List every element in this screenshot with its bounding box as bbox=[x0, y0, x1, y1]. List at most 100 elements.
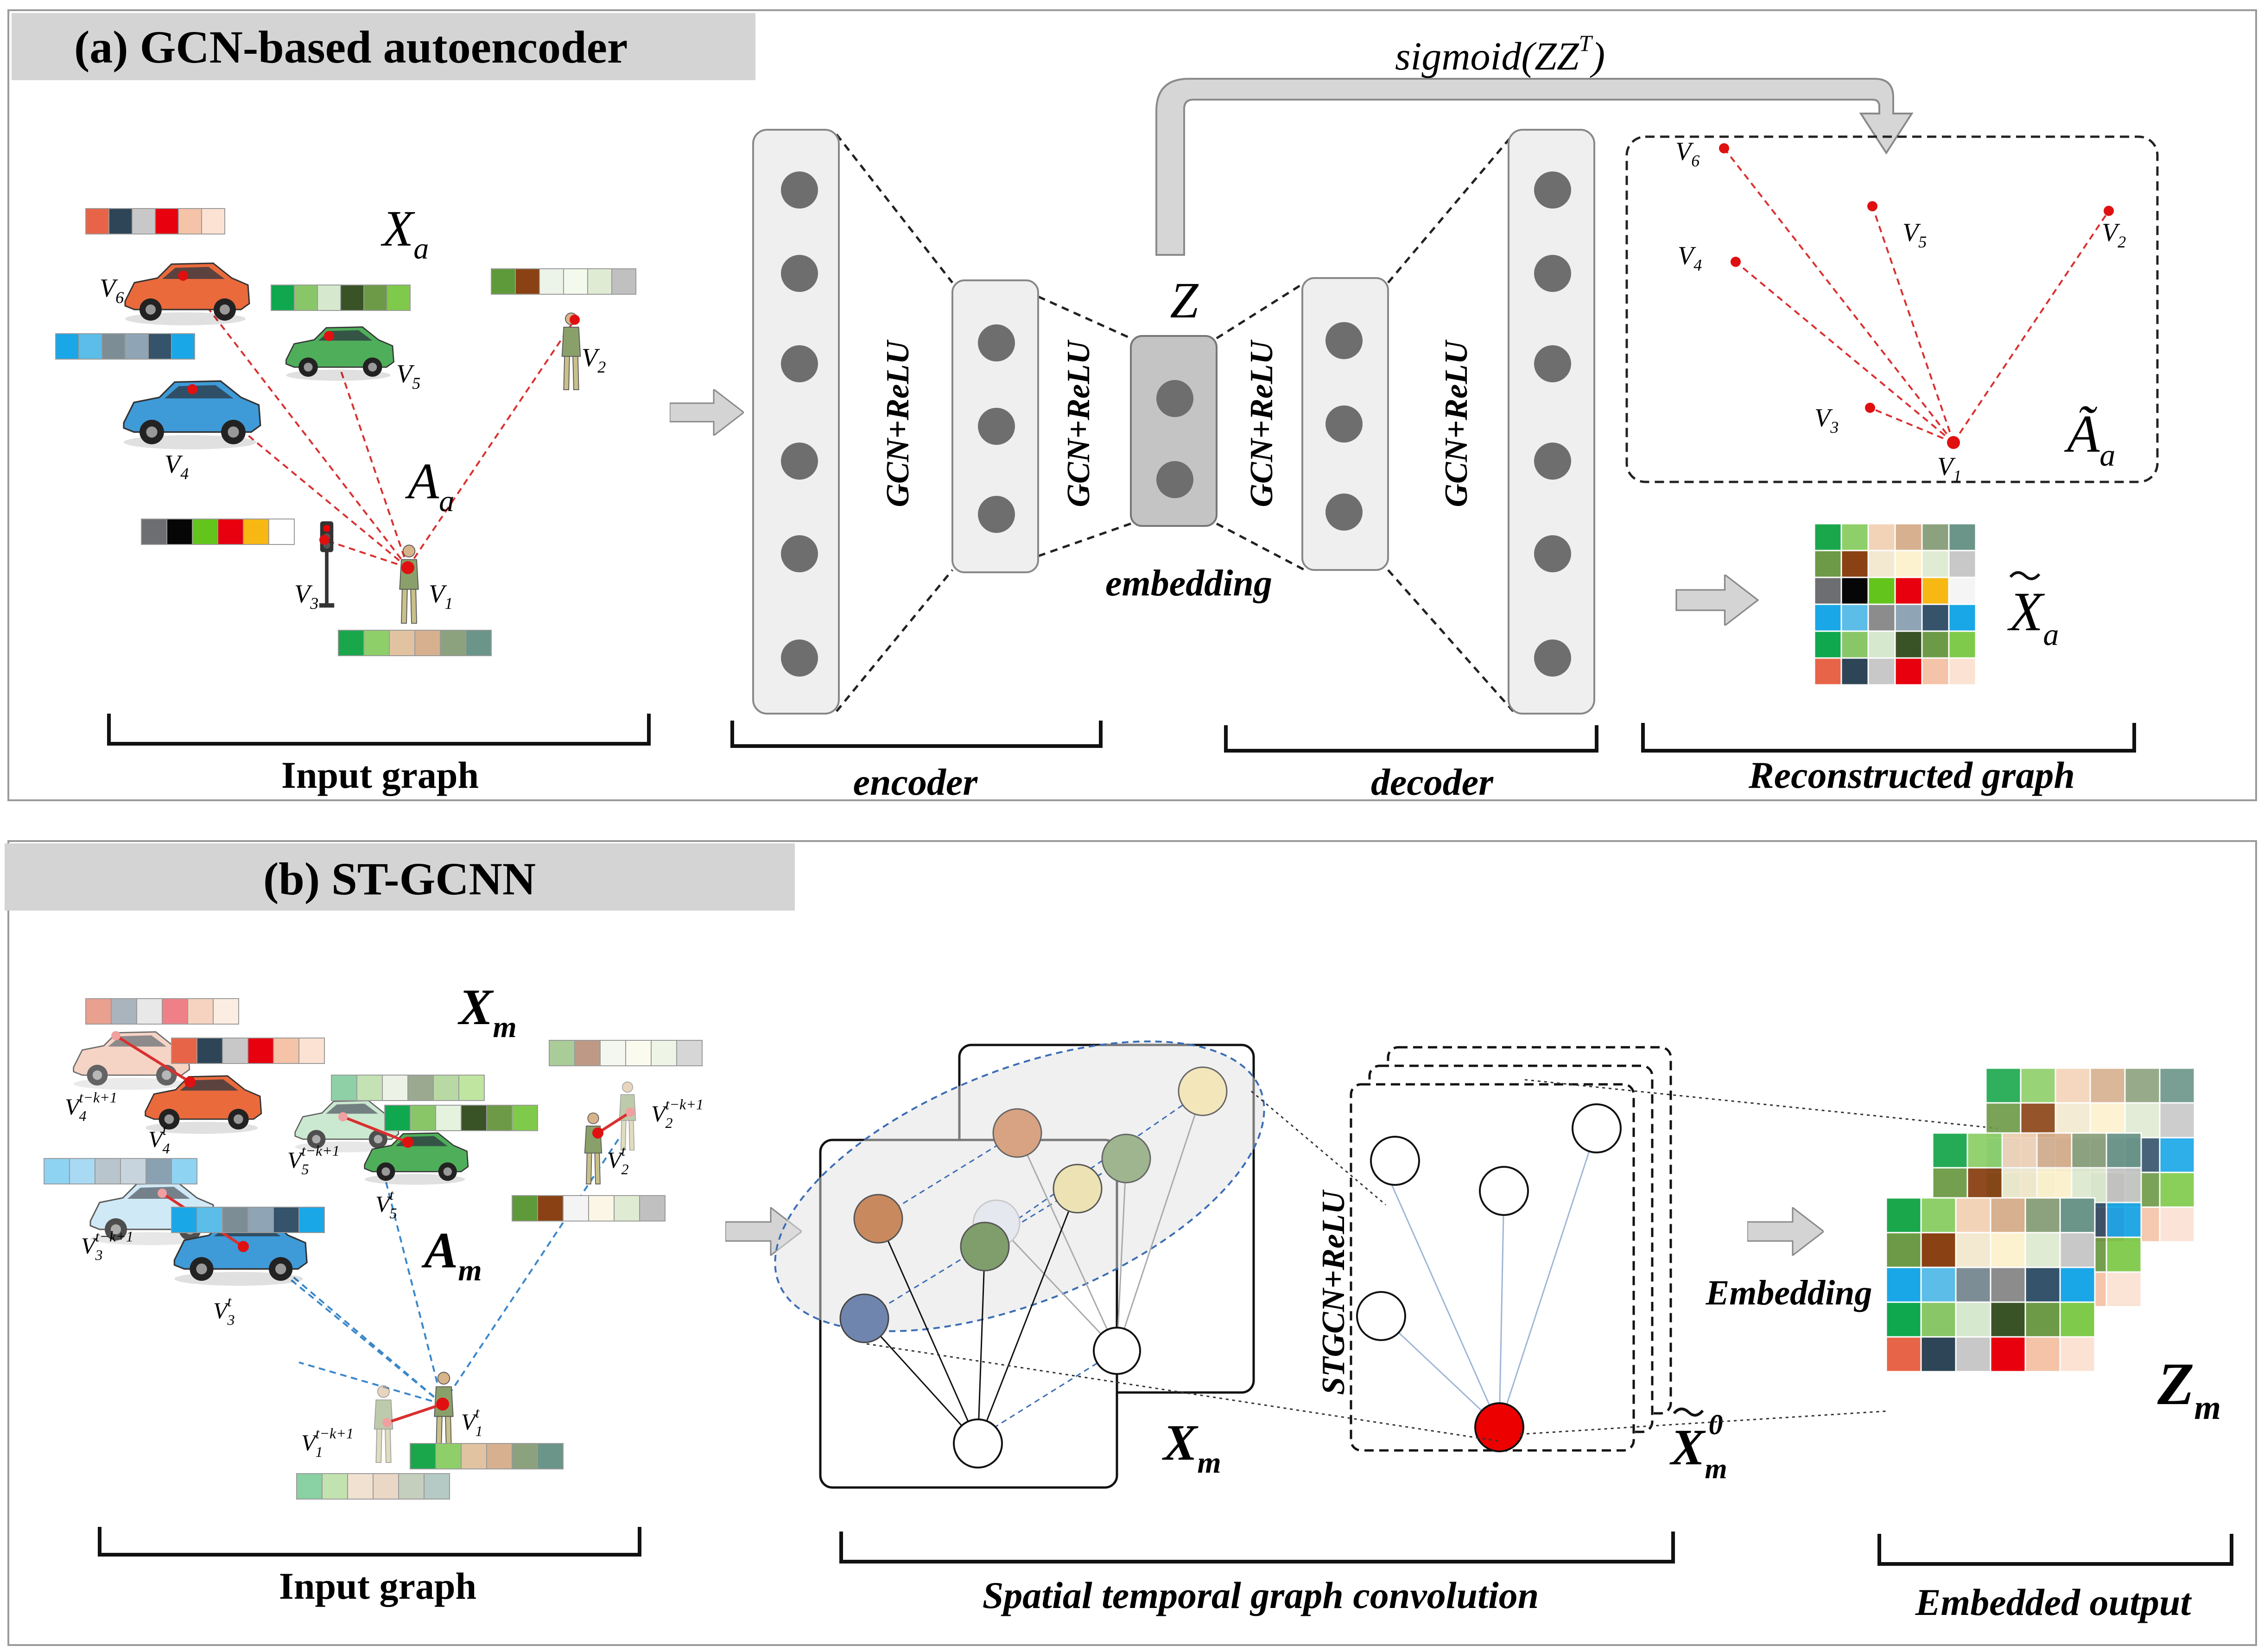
feature-cell bbox=[148, 333, 172, 360]
autoencoder-network: GCN+ReLU GCN+ReLU GCN+ReLU GCN+ReLU Z em… bbox=[752, 129, 1595, 715]
matrix-cell bbox=[1894, 630, 1923, 659]
feature-cell bbox=[317, 285, 341, 311]
feature-strip-v1-past bbox=[296, 1473, 450, 1500]
feature-cell bbox=[125, 333, 149, 360]
z-m-symbol: Zm bbox=[2157, 1351, 2221, 1427]
matrix-cell bbox=[1955, 1301, 1991, 1338]
matrix-cell bbox=[2105, 1236, 2142, 1273]
feature-cell bbox=[85, 998, 112, 1025]
input-graph-a: V6 V5 V4 V2 V3 V1 Xa Aa bbox=[55, 200, 636, 656]
feature-cell bbox=[389, 630, 415, 656]
gcn-relu-label-3: GCN+ReLU bbox=[1244, 339, 1280, 507]
feature-cell bbox=[512, 1105, 538, 1131]
feature-cell bbox=[537, 1443, 564, 1469]
matrix-cell bbox=[1921, 523, 1950, 551]
a-m-symbol: Am bbox=[421, 1222, 482, 1287]
label-v4: V4 bbox=[165, 450, 189, 483]
matrix-cell bbox=[1948, 550, 1977, 578]
matrix-cell bbox=[1920, 1197, 1957, 1234]
matrix-cell bbox=[1932, 1167, 1968, 1203]
feature-strip-v3 bbox=[171, 1207, 325, 1233]
feature-cell bbox=[563, 268, 588, 295]
feature-cell bbox=[271, 285, 295, 311]
bracket-label-encoder: encoder bbox=[853, 761, 978, 803]
feature-cell bbox=[539, 268, 564, 295]
matrix-cell bbox=[2059, 1232, 2096, 1268]
recon-adjacency-box bbox=[1625, 135, 2159, 483]
matrix-cell bbox=[1948, 576, 1977, 605]
matrix-cell bbox=[2159, 1102, 2195, 1139]
feature-cell bbox=[171, 1207, 197, 1233]
matrix-cell bbox=[1840, 630, 1869, 659]
st-node-white bbox=[953, 1418, 1003, 1468]
matrix-cell bbox=[1885, 1266, 1922, 1303]
recon-label-v3: V3 bbox=[1814, 404, 1839, 437]
panel-b-title-bar bbox=[5, 843, 795, 911]
feature-cell bbox=[298, 1038, 325, 1064]
feature-cell bbox=[296, 1473, 323, 1500]
feature-cell bbox=[363, 630, 390, 656]
panel-b-frame bbox=[7, 840, 2257, 1646]
matrix-cell bbox=[2089, 1067, 2126, 1104]
matrix-cell bbox=[1840, 550, 1869, 578]
feature-cell bbox=[435, 1443, 462, 1469]
bracket-label-decoder: decoder bbox=[1371, 761, 1494, 803]
stgcn-node-4 bbox=[1356, 1291, 1406, 1341]
matrix-cell bbox=[2059, 1197, 2096, 1234]
feature-cell bbox=[187, 998, 214, 1025]
feature-cell bbox=[44, 1158, 70, 1184]
feature-cell bbox=[331, 1075, 357, 1101]
st-node-blue bbox=[839, 1293, 889, 1343]
matrix-cell bbox=[1921, 550, 1950, 578]
matrix-cell bbox=[1894, 657, 1923, 686]
feature-cell bbox=[108, 208, 133, 234]
stgcn-node-3 bbox=[1572, 1103, 1622, 1153]
feature-cell bbox=[171, 333, 195, 360]
matrix-cell bbox=[1814, 523, 1842, 551]
feature-cell bbox=[247, 1038, 274, 1064]
label-v3-past: V3t−k+1 bbox=[81, 1228, 133, 1263]
panel-b-title: (b) ST-GCNN bbox=[263, 853, 536, 905]
label-v2-now: V2t bbox=[607, 1142, 629, 1177]
recon-matrix bbox=[1814, 523, 1977, 686]
feature-cell bbox=[120, 1158, 146, 1184]
matrix-cell bbox=[1990, 1197, 2026, 1234]
matrix-cell bbox=[2159, 1206, 2195, 1243]
feature-cell bbox=[268, 519, 295, 545]
matrix-cell bbox=[2036, 1132, 2073, 1169]
matrix-cell bbox=[1985, 1067, 2022, 1104]
a-tilde-symbol: Ãa bbox=[2064, 405, 2115, 473]
feature-cell bbox=[146, 1158, 172, 1184]
feature-cell bbox=[407, 1075, 434, 1101]
feature-cell bbox=[486, 1105, 513, 1131]
tilde-mark-x bbox=[2009, 571, 2041, 580]
label-v1: V1 bbox=[429, 580, 453, 613]
matrix-cell bbox=[2159, 1067, 2195, 1104]
feature-cell bbox=[435, 1105, 462, 1131]
label-v4-past: V4t−k+1 bbox=[65, 1089, 117, 1124]
feature-cell bbox=[166, 519, 193, 545]
feature-strip-v1 bbox=[410, 1443, 564, 1469]
matrix-cell bbox=[1932, 1132, 1968, 1169]
feature-cell bbox=[222, 1038, 248, 1064]
matrix-cell bbox=[1840, 657, 1869, 686]
matrix-cell bbox=[1894, 603, 1923, 632]
encoder-layer-1 bbox=[752, 129, 840, 715]
st-node-back-cream bbox=[1178, 1066, 1228, 1116]
label-v3-now: V3t bbox=[213, 1293, 235, 1328]
feature-cell bbox=[491, 268, 516, 295]
matrix-cell bbox=[1920, 1301, 1957, 1338]
feature-cell bbox=[338, 630, 364, 656]
feature-cell bbox=[222, 1207, 248, 1233]
feature-strip-v2 bbox=[491, 268, 636, 295]
matrix-cell bbox=[2036, 1167, 2073, 1203]
matrix-cell bbox=[1948, 657, 1977, 686]
matrix-cell bbox=[2024, 1197, 2061, 1234]
label-v2: V2 bbox=[582, 343, 606, 376]
gcn-relu-label-1: GCN+ReLU bbox=[880, 339, 916, 507]
feature-cell bbox=[243, 519, 269, 545]
matrix-cell bbox=[1955, 1336, 1991, 1373]
matrix-cell bbox=[1814, 576, 1842, 605]
feature-cell bbox=[512, 1443, 538, 1469]
